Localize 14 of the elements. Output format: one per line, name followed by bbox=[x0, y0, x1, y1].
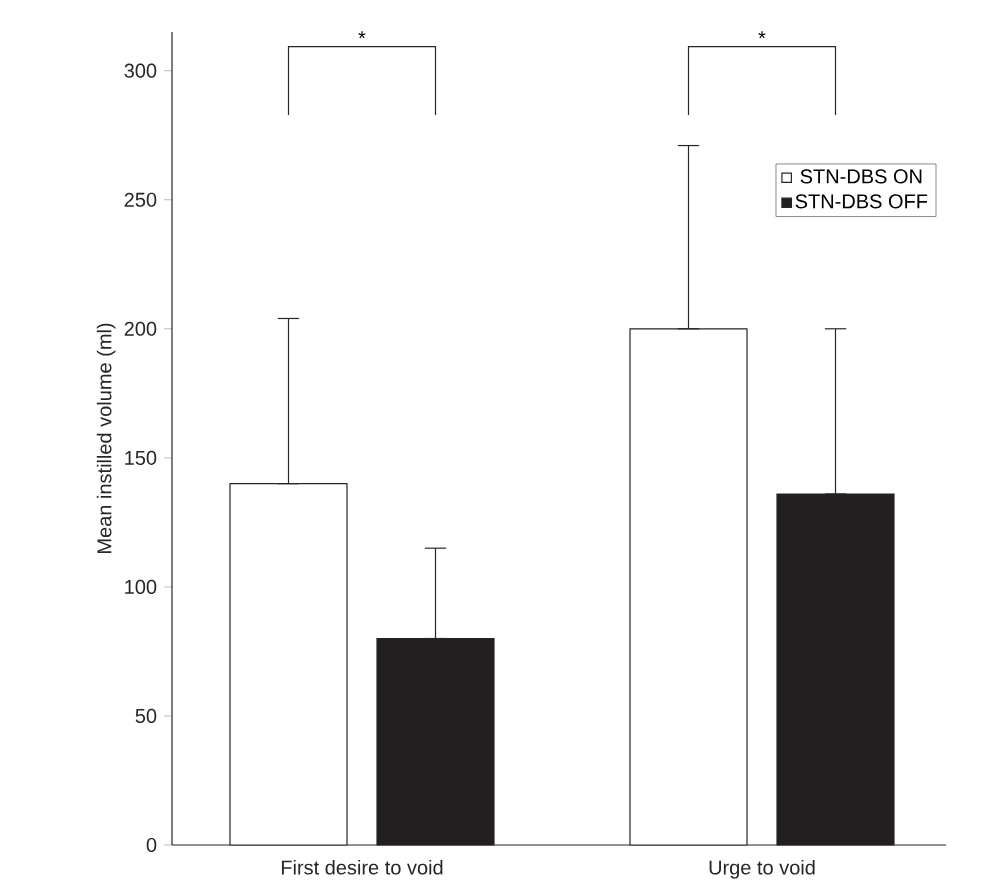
y-tick-label: 0 bbox=[146, 837, 157, 852]
annotation: * bbox=[358, 31, 366, 39]
x-tick-label: First desire to void bbox=[281, 859, 443, 875]
legend-label: STN-DBS OFF bbox=[795, 194, 928, 209]
y-tick-label: 300 bbox=[124, 63, 157, 78]
legend-label: STN-DBS ON bbox=[800, 169, 922, 184]
x-tick-label: Urge to void bbox=[709, 859, 815, 879]
y-tick-label: 100 bbox=[125, 579, 157, 594]
annotation: * bbox=[758, 31, 766, 39]
y-tick-label: 150 bbox=[125, 450, 157, 465]
y-axis-title: Mean instilled volume (ml) bbox=[96, 323, 116, 553]
y-tick-label: 200 bbox=[124, 321, 157, 336]
y-tick-label: 50 bbox=[135, 708, 157, 723]
y-tick-label: 250 bbox=[124, 192, 157, 207]
